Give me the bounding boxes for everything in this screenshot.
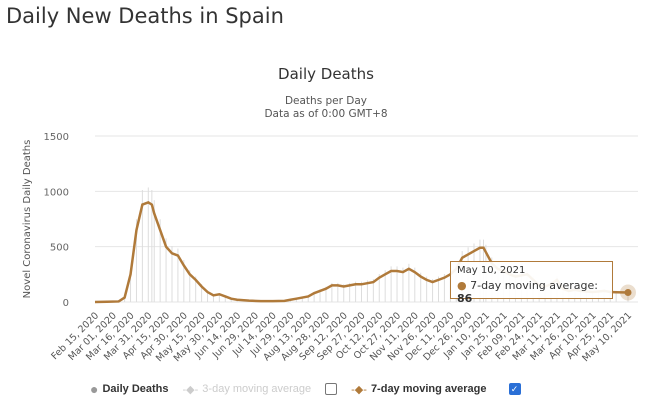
- line-marker-icon: -◆-: [182, 383, 199, 396]
- y-tick-label: 500: [50, 243, 69, 254]
- y-tick-label: 1500: [44, 132, 69, 143]
- chart-subtitle-1: Deaths per Day: [284, 95, 368, 107]
- hover-point: [624, 288, 632, 296]
- y-tick-label: 0: [63, 298, 69, 309]
- line-marker-icon: -◆-: [351, 383, 367, 396]
- tooltip-value: 86: [457, 292, 473, 305]
- legend-label: 7-day moving average: [370, 383, 487, 395]
- y-axis-label: Novel Coronavirus Daily Deaths: [22, 140, 33, 299]
- legend-7day[interactable]: -◆- 7-day moving average ✓: [351, 383, 521, 396]
- chart-title: Daily Deaths: [278, 65, 374, 83]
- tooltip-date: May 10, 2021: [457, 265, 526, 276]
- tooltip-marker-icon: ●: [457, 279, 467, 292]
- chart-subtitle-2: Data as of 0:00 GMT+8: [264, 108, 388, 120]
- legend-3day[interactable]: -◆- 3-day moving average: [183, 383, 338, 396]
- y-tick-label: 1000: [44, 187, 69, 198]
- legend-daily-deaths[interactable]: ● Daily Deaths: [90, 381, 169, 397]
- tooltip-label: 7-day moving average:: [470, 279, 599, 292]
- tooltip: May 10, 2021 ● 7-day moving average: 86: [450, 261, 613, 305]
- legend-label: Daily Deaths: [102, 383, 169, 395]
- checkbox-7day[interactable]: ✓: [508, 383, 521, 395]
- checkbox-3day[interactable]: [325, 383, 338, 395]
- circle-icon: ●: [90, 381, 99, 397]
- legend: ● Daily Deaths -◆- 3-day moving average …: [90, 381, 521, 397]
- legend-label: 3-day moving average: [202, 383, 312, 395]
- page-title: Daily New Deaths in Spain: [6, 4, 284, 28]
